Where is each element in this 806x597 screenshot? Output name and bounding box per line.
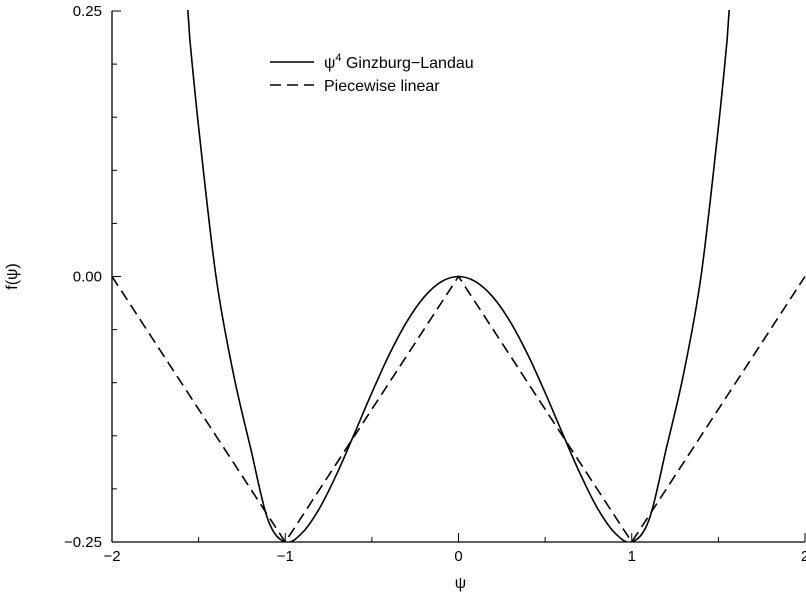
- y-tick-label: 0.00: [73, 269, 102, 286]
- x-tick-label: 0: [454, 548, 462, 565]
- x-tick-label: 2: [801, 548, 806, 565]
- x-tick-label: 1: [628, 548, 636, 565]
- legend-label-pl: Piecewise linear: [324, 78, 440, 95]
- legend-symbol: ψ: [324, 55, 335, 72]
- legend-superscript: 4: [335, 52, 341, 64]
- x-tick-label: −2: [103, 548, 120, 565]
- x-tick-label: −1: [277, 548, 294, 565]
- x-axis: −2 −1 0 1 2: [103, 533, 806, 565]
- legend-label-gl: ψ4 Ginzburg−Landau: [324, 52, 474, 72]
- y-tick-label: 0.25: [73, 3, 102, 20]
- y-axis: −0.25 0.00 0.25: [64, 3, 121, 551]
- y-tick-label: −0.25: [64, 534, 102, 551]
- legend: ψ4 Ginzburg−Landau Piecewise linear: [270, 52, 474, 95]
- x-axis-title: ψ: [455, 575, 466, 592]
- series-ginzburg-landau-line: [187, 10, 730, 542]
- legend-text: Ginzburg−Landau: [342, 55, 474, 72]
- plot-area: [112, 10, 806, 542]
- series-piecewise-linear-line: [112, 275, 806, 542]
- y-axis-title: f(ψ): [4, 263, 21, 290]
